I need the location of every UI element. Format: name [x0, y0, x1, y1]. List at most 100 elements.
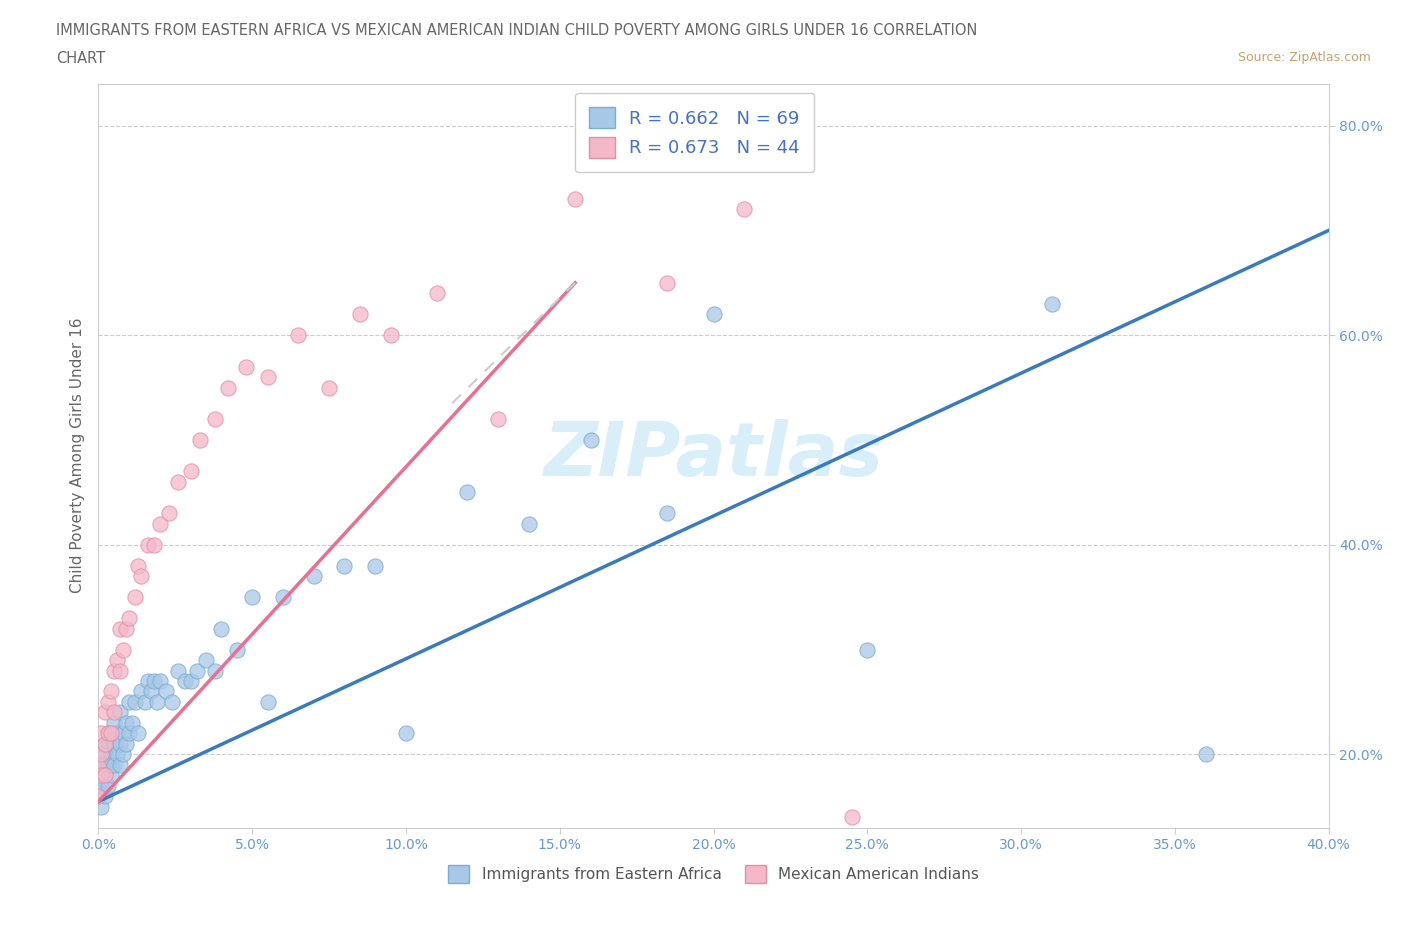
Point: [395, 726, 418, 741]
Point: [93, 737, 115, 751]
Point: [105, 747, 128, 762]
Point: [105, 653, 128, 668]
Point: [225, 642, 247, 657]
Point: [93, 768, 115, 783]
Point: [142, 673, 165, 688]
Point: [100, 684, 122, 699]
Point: [256, 369, 278, 384]
Point: [97, 778, 120, 793]
Point: [97, 726, 120, 741]
Point: [703, 307, 725, 322]
Point: [100, 726, 122, 741]
Text: Source: ZipAtlas.com: Source: ZipAtlas.com: [1237, 51, 1371, 64]
Point: [333, 558, 356, 573]
Point: [97, 726, 120, 741]
Point: [657, 506, 679, 521]
Point: [90, 747, 112, 762]
Point: [112, 642, 135, 657]
Point: [121, 715, 143, 730]
Point: [486, 412, 509, 427]
Text: CHART: CHART: [56, 51, 105, 66]
Y-axis label: Child Poverty Among Girls Under 16: Child Poverty Among Girls Under 16: [69, 318, 84, 593]
Point: [93, 747, 115, 762]
Point: [90, 768, 112, 783]
Point: [1040, 297, 1063, 312]
Point: [127, 726, 149, 741]
Point: [180, 673, 202, 688]
Point: [240, 590, 263, 604]
Point: [136, 538, 159, 552]
Point: [856, 642, 879, 657]
Point: [90, 726, 112, 741]
Point: [100, 757, 122, 772]
Point: [149, 673, 172, 688]
Point: [124, 590, 146, 604]
Point: [103, 705, 125, 720]
Point: [186, 663, 208, 678]
Point: [112, 726, 135, 741]
Point: [90, 757, 112, 772]
Point: [318, 380, 340, 395]
Point: [204, 663, 226, 678]
Point: [131, 684, 153, 699]
Point: [155, 684, 177, 699]
Point: [131, 569, 153, 584]
Point: [90, 768, 112, 783]
Point: [87, 789, 110, 804]
Point: [97, 695, 120, 710]
Point: [90, 747, 112, 762]
Point: [173, 673, 195, 688]
Point: [103, 757, 125, 772]
Point: [733, 202, 755, 217]
Point: [115, 737, 138, 751]
Point: [162, 695, 183, 710]
Point: [115, 715, 138, 730]
Point: [287, 327, 309, 342]
Point: [195, 653, 218, 668]
Point: [211, 621, 233, 636]
Point: [115, 621, 138, 636]
Point: [103, 715, 125, 730]
Point: [456, 485, 478, 499]
Point: [657, 275, 679, 290]
Point: [364, 558, 387, 573]
Text: IMMIGRANTS FROM EASTERN AFRICA VS MEXICAN AMERICAN INDIAN CHILD POVERTY AMONG GI: IMMIGRANTS FROM EASTERN AFRICA VS MEXICA…: [56, 23, 977, 38]
Point: [90, 799, 112, 814]
Point: [380, 327, 402, 342]
Point: [100, 747, 122, 762]
Text: ZIPatlas: ZIPatlas: [544, 419, 883, 492]
Point: [142, 538, 165, 552]
Point: [517, 516, 540, 531]
Point: [349, 307, 371, 322]
Point: [100, 726, 122, 741]
Point: [302, 569, 325, 584]
Point: [157, 506, 180, 521]
Point: [87, 757, 110, 772]
Point: [93, 705, 115, 720]
Point: [100, 768, 122, 783]
Point: [149, 516, 172, 531]
Point: [93, 789, 115, 804]
Point: [136, 673, 159, 688]
Point: [167, 474, 190, 489]
Point: [118, 726, 141, 741]
Point: [103, 737, 125, 751]
Point: [108, 737, 131, 751]
Point: [105, 726, 128, 741]
Point: [167, 663, 190, 678]
Legend: Immigrants from Eastern Africa, Mexican American Indians: Immigrants from Eastern Africa, Mexican …: [440, 857, 987, 891]
Point: [118, 695, 141, 710]
Point: [87, 778, 110, 793]
Point: [93, 757, 115, 772]
Point: [93, 737, 115, 751]
Point: [127, 558, 149, 573]
Point: [256, 695, 278, 710]
Point: [841, 810, 863, 825]
Point: [97, 757, 120, 772]
Point: [108, 757, 131, 772]
Point: [134, 695, 156, 710]
Point: [108, 621, 131, 636]
Point: [90, 778, 112, 793]
Point: [103, 663, 125, 678]
Point: [204, 412, 226, 427]
